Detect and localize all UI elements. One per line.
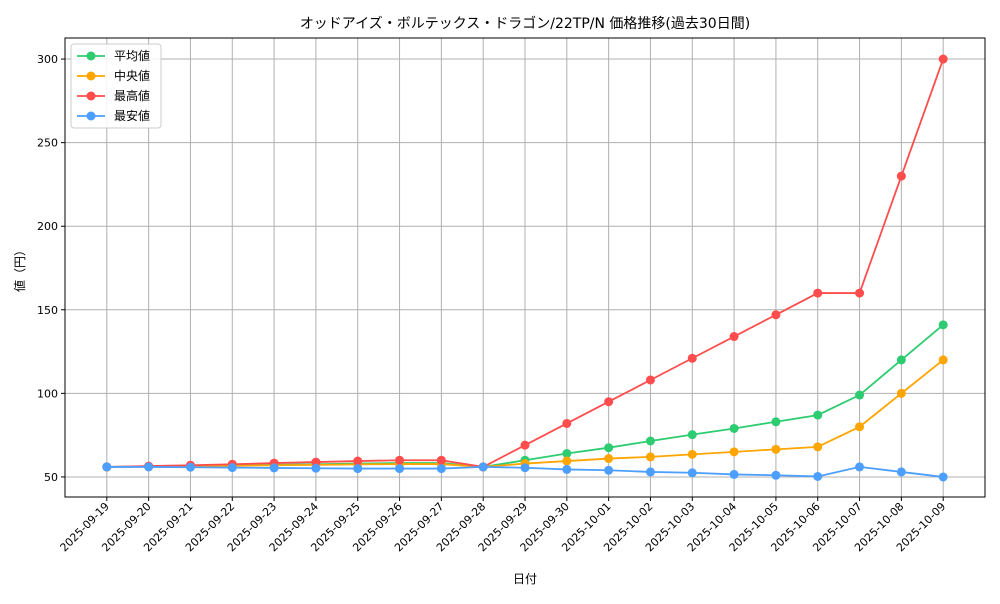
data-point bbox=[311, 463, 321, 473]
y-axis-label: 値（円） bbox=[12, 244, 27, 292]
legend-marker bbox=[86, 51, 96, 61]
data-point bbox=[353, 464, 363, 474]
data-point bbox=[855, 390, 865, 400]
data-point bbox=[855, 422, 865, 432]
y-tick-label: 200 bbox=[37, 220, 58, 233]
data-point bbox=[604, 443, 614, 453]
data-point bbox=[938, 355, 948, 365]
data-point bbox=[604, 465, 614, 475]
grid bbox=[65, 38, 985, 497]
data-point bbox=[938, 320, 948, 330]
y-tick-label: 300 bbox=[37, 53, 58, 66]
chart-title: オッドアイズ・ボルテックス・ドラゴン/22TP/N 価格推移(過去30日間) bbox=[300, 15, 750, 32]
y-tick-label: 100 bbox=[37, 387, 58, 400]
legend-label: 最高値 bbox=[114, 88, 150, 103]
data-point bbox=[645, 452, 655, 462]
data-point bbox=[771, 417, 781, 427]
legend-marker bbox=[86, 111, 96, 121]
data-point bbox=[562, 456, 572, 466]
data-point bbox=[436, 464, 446, 474]
data-point bbox=[645, 375, 655, 385]
data-point bbox=[436, 455, 446, 465]
data-point bbox=[813, 471, 823, 481]
x-axis-label: 日付 bbox=[513, 572, 537, 586]
data-point bbox=[645, 436, 655, 446]
data-point bbox=[520, 440, 530, 450]
data-point bbox=[687, 449, 697, 459]
data-point bbox=[185, 462, 195, 472]
data-point bbox=[311, 457, 321, 467]
data-point bbox=[395, 455, 405, 465]
legend-label: 中央値 bbox=[114, 68, 150, 83]
data-point bbox=[562, 418, 572, 428]
data-point bbox=[562, 449, 572, 459]
data-point bbox=[813, 288, 823, 298]
legend-box bbox=[70, 43, 162, 129]
data-point bbox=[395, 464, 405, 474]
x-axis: 2025-09-192025-09-202025-09-212025-09-22… bbox=[58, 497, 948, 554]
data-point bbox=[938, 54, 948, 64]
y-tick-label: 50 bbox=[44, 471, 58, 484]
data-point bbox=[687, 353, 697, 363]
y-tick-label: 250 bbox=[37, 137, 58, 150]
data-point bbox=[729, 423, 739, 433]
data-point bbox=[896, 171, 906, 181]
data-point bbox=[269, 463, 279, 473]
data-point bbox=[896, 467, 906, 477]
series-最安値 bbox=[102, 462, 948, 482]
legend-marker bbox=[86, 91, 96, 101]
data-point bbox=[896, 355, 906, 365]
data-point bbox=[604, 454, 614, 464]
data-point bbox=[562, 464, 572, 474]
data-point bbox=[102, 462, 112, 472]
data-point bbox=[144, 462, 154, 472]
data-point bbox=[938, 472, 948, 482]
data-point bbox=[855, 462, 865, 472]
y-tick-label: 150 bbox=[37, 304, 58, 317]
data-point bbox=[478, 462, 488, 472]
data-point bbox=[353, 456, 363, 466]
data-point bbox=[813, 442, 823, 452]
legend-label: 最安値 bbox=[114, 108, 150, 123]
legend-label: 平均値 bbox=[114, 48, 150, 63]
data-point bbox=[687, 468, 697, 478]
legend-marker bbox=[86, 71, 96, 81]
series-layer bbox=[102, 54, 948, 482]
data-point bbox=[645, 467, 655, 477]
data-point bbox=[771, 444, 781, 454]
data-point bbox=[604, 397, 614, 407]
data-point bbox=[227, 463, 237, 473]
data-point bbox=[771, 470, 781, 480]
data-point bbox=[687, 430, 697, 440]
data-point bbox=[813, 410, 823, 420]
data-point bbox=[896, 388, 906, 398]
data-point bbox=[855, 288, 865, 298]
data-point bbox=[520, 463, 530, 473]
y-axis: 50 100 150 200 250 300 bbox=[37, 53, 65, 484]
data-point bbox=[729, 332, 739, 342]
data-point bbox=[729, 469, 739, 479]
data-point bbox=[729, 447, 739, 457]
data-point bbox=[771, 310, 781, 320]
